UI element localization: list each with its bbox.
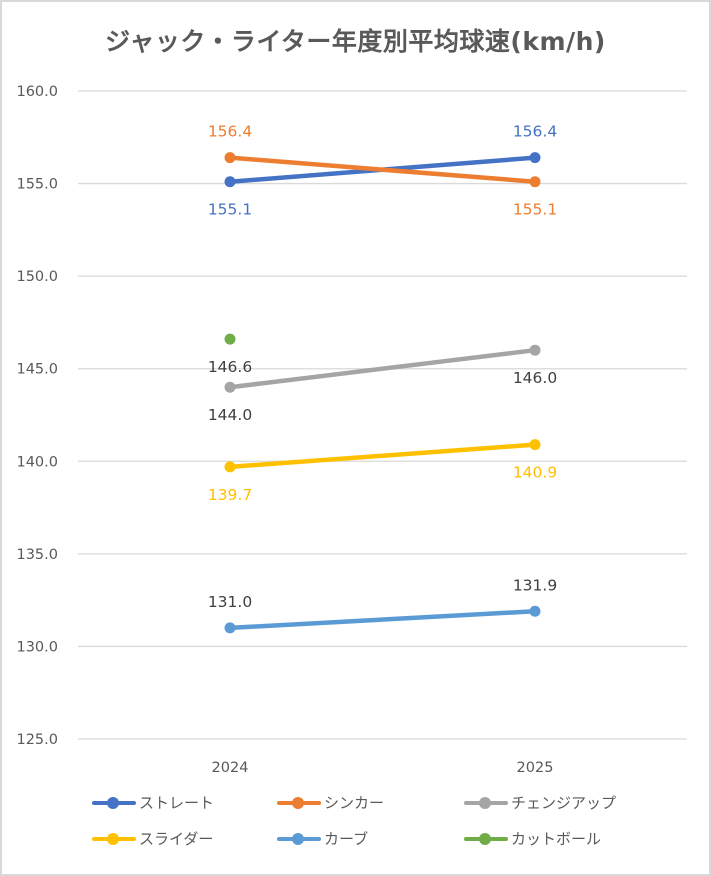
legend-line-marker-icon (92, 796, 136, 810)
series-line (227, 347, 538, 390)
y-tick-label: 125.0 (16, 732, 58, 748)
legend-label: チェンジアップ (511, 794, 617, 812)
data-point (224, 622, 236, 634)
y-tick-label: 135.0 (16, 547, 58, 563)
data-point (224, 176, 236, 188)
y-tick-label: 155.0 (16, 177, 58, 193)
data-label: 140.9 (513, 464, 557, 482)
legend-line-marker-icon (277, 796, 321, 810)
legend-item: シンカー (277, 792, 384, 813)
legend-line-marker-icon (464, 796, 508, 810)
data-point (224, 461, 236, 473)
data-label: 156.4 (513, 123, 557, 141)
data-label: 146.6 (208, 358, 252, 376)
legend-label: カットボール (511, 830, 602, 848)
data-label: 131.0 (208, 593, 252, 611)
data-point (529, 344, 541, 356)
legend-item: スライダー (92, 828, 213, 849)
legend-label: スライダー (139, 830, 214, 848)
data-point (529, 439, 541, 451)
data-point (224, 152, 236, 164)
x-tick-label: 2025 (517, 760, 554, 776)
y-tick-label: 150.0 (16, 269, 58, 285)
data-label: 155.1 (208, 201, 252, 219)
y-tick-label: 160.0 (16, 84, 58, 100)
data-label: 146.0 (513, 369, 557, 387)
chart-title: ジャック・ライター年度別平均球速(km/h) (105, 27, 606, 56)
y-tick-label: 145.0 (16, 362, 58, 378)
legend-line-marker-icon (92, 832, 136, 846)
data-label: 155.1 (513, 201, 557, 219)
x-tick-label: 2024 (212, 760, 249, 776)
legend-label: カーブ (324, 830, 369, 848)
data-point (224, 381, 236, 393)
legend-label: ストレート (139, 794, 215, 812)
legend-item: チェンジアップ (464, 792, 616, 813)
legend-line-marker-icon (277, 832, 321, 846)
data-point (529, 605, 541, 617)
data-label: 144.0 (208, 406, 252, 424)
series-line (227, 155, 538, 184)
data-label: 139.7 (208, 486, 252, 504)
legend-item: カットボール (464, 828, 601, 849)
data-point (224, 333, 236, 345)
series-line (227, 609, 538, 631)
data-label: 131.9 (513, 576, 557, 594)
series-line (227, 442, 538, 470)
y-tick-label: 130.0 (16, 639, 58, 655)
legend-line-marker-icon (464, 832, 508, 846)
y-tick-label: 140.0 (16, 454, 58, 470)
legend-item: ストレート (92, 792, 214, 813)
legend-item: カーブ (277, 828, 368, 849)
data-point (529, 152, 541, 164)
data-point (529, 176, 541, 188)
data-label: 156.4 (208, 123, 252, 141)
legend-label: シンカー (324, 794, 385, 812)
